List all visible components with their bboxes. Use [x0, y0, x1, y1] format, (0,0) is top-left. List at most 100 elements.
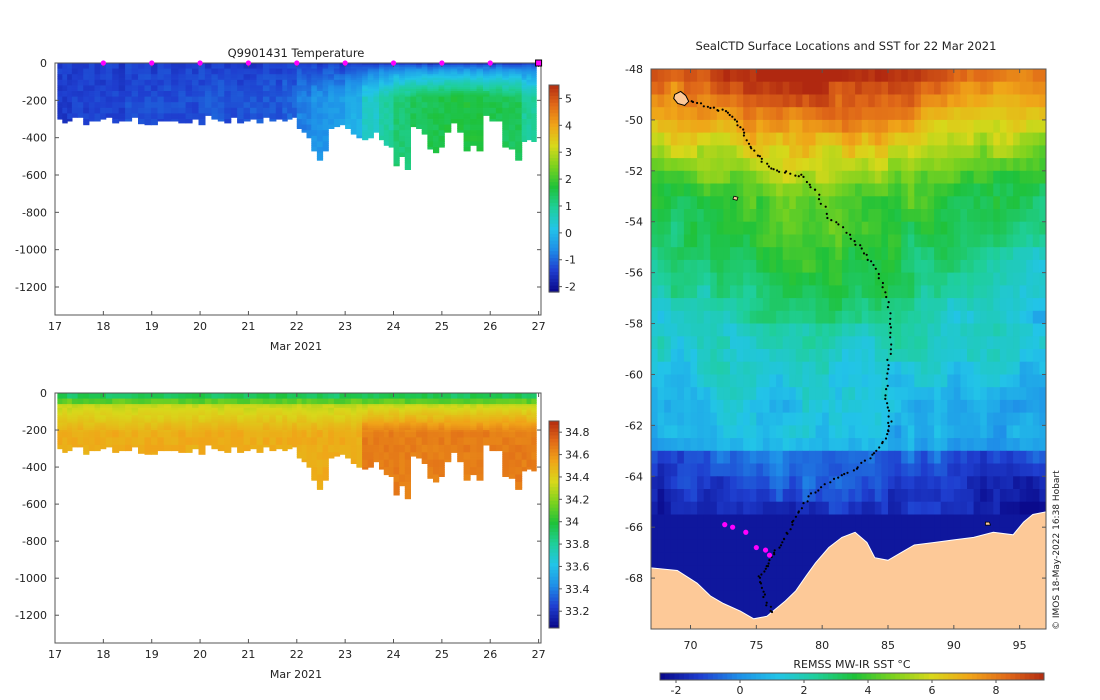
profile-cell — [112, 117, 120, 120]
profile-cell — [383, 409, 390, 413]
profile-cell — [306, 133, 312, 137]
profile-cell — [94, 444, 101, 448]
profile-cell — [356, 115, 363, 118]
profile-cell — [373, 406, 380, 409]
profile-cell — [531, 109, 537, 113]
profile-cell — [322, 89, 329, 92]
profile-cell — [83, 413, 90, 416]
profile-cell — [230, 76, 238, 79]
profile-cell — [112, 411, 120, 414]
profile-cell — [171, 413, 179, 416]
profile-cell — [362, 120, 369, 124]
profile-cell — [404, 161, 411, 165]
profile-cell — [531, 120, 537, 124]
profile-cell — [362, 68, 369, 72]
profile-cell — [282, 79, 288, 83]
profile-cell — [367, 100, 374, 103]
profile-cell — [243, 109, 251, 113]
profile-cell — [328, 63, 335, 66]
profile-cell — [217, 98, 225, 101]
profile-cell — [350, 115, 357, 118]
profile-cell — [150, 91, 158, 94]
profile-cell — [269, 393, 277, 396]
profile-cell — [333, 406, 341, 409]
profile-cell — [438, 83, 445, 86]
profile-cell — [316, 452, 324, 455]
profile-cell — [230, 420, 238, 424]
profile-cell — [138, 422, 145, 426]
profile-cell — [383, 70, 390, 73]
profile-cell — [67, 94, 73, 98]
profile-cell — [393, 143, 400, 146]
profile-cell — [367, 117, 374, 120]
profile-cell — [125, 404, 133, 407]
profile-cell — [367, 415, 374, 418]
profile-cell — [131, 407, 139, 411]
profile-cell — [287, 400, 293, 403]
profile-cell — [198, 422, 206, 426]
profile-cell — [316, 407, 324, 411]
profile-cell — [94, 426, 101, 429]
profile-cell — [269, 424, 277, 427]
profile-cell — [457, 63, 465, 66]
profile-cell — [71, 68, 79, 72]
colorbar-segment — [549, 91, 559, 96]
profile-cell — [138, 402, 145, 405]
profile-cell — [521, 105, 528, 109]
profile-cell — [322, 454, 329, 457]
profile-cell — [438, 102, 445, 105]
profile-cell — [350, 411, 357, 414]
profile-cell — [515, 89, 523, 92]
profile-cell — [470, 132, 478, 135]
profile-cell — [282, 74, 288, 77]
profile-cell — [287, 87, 293, 90]
profile-cell — [178, 402, 187, 405]
profile-cell — [171, 417, 179, 420]
profile-cell — [373, 107, 380, 111]
profile-cell — [438, 119, 445, 122]
profile-cell — [217, 407, 225, 411]
profile-cell — [393, 148, 400, 152]
profile-cell — [333, 98, 341, 101]
profile-cell — [185, 66, 193, 70]
profile-cell — [345, 77, 352, 81]
profile-cell — [100, 430, 107, 433]
profile-cell — [112, 422, 120, 426]
profile-cell — [224, 441, 232, 444]
profile-cell — [316, 420, 324, 424]
profile-cell — [399, 135, 406, 139]
profile-cell — [62, 443, 68, 446]
profile-cell — [256, 70, 264, 73]
profile-cell — [433, 122, 440, 126]
profile-cell — [112, 428, 120, 431]
profile-cell — [67, 411, 73, 414]
profile-marker — [100, 60, 106, 66]
profile-cell — [328, 109, 335, 113]
profile-cell — [433, 92, 440, 96]
profile-cell — [287, 107, 293, 111]
profile-cell — [224, 393, 232, 396]
profile-cell — [144, 446, 152, 450]
profile-cell — [476, 139, 484, 142]
profile-cell — [362, 443, 369, 446]
profile-cell — [269, 430, 277, 433]
profile-cell — [450, 107, 458, 111]
profile-cell — [94, 411, 101, 414]
profile-cell — [144, 74, 152, 77]
profile-cell — [399, 85, 406, 88]
profile-cell — [399, 70, 406, 73]
profile-cell — [112, 443, 120, 446]
profile-cell — [157, 94, 165, 98]
profile-cell — [531, 104, 537, 107]
profile-cell — [211, 91, 219, 94]
profile-cell — [282, 89, 288, 92]
profile-cell — [62, 68, 68, 72]
profile-cell — [515, 74, 523, 77]
profile-cell — [502, 122, 510, 126]
profile-cell — [275, 413, 283, 416]
profile-cell — [495, 102, 503, 105]
profile-cell — [237, 79, 245, 83]
profile-cell — [301, 104, 307, 107]
profile-cell — [171, 393, 179, 396]
colorbar-segment — [549, 185, 559, 189]
